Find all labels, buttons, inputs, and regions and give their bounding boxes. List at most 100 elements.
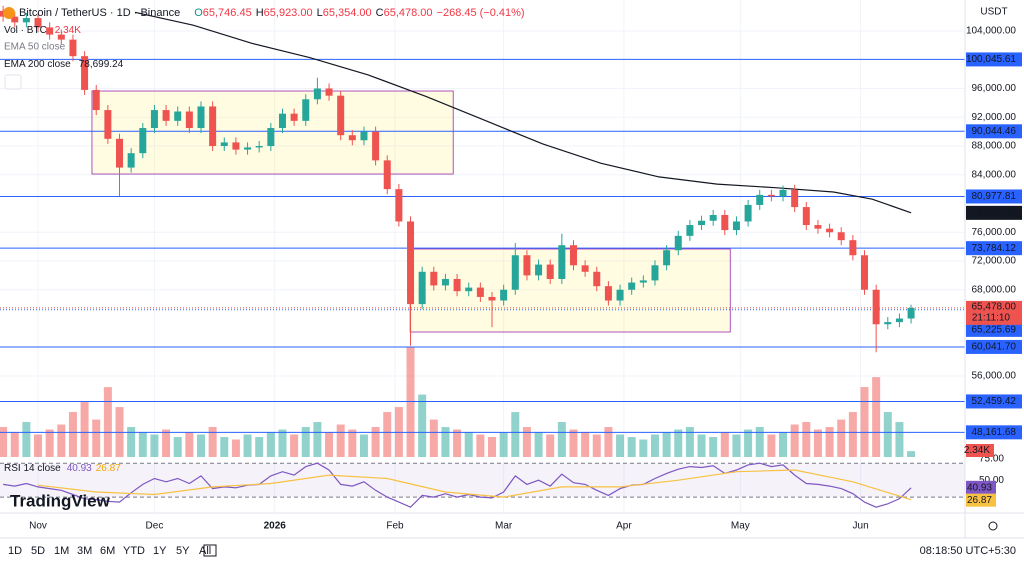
timeframe-button[interactable]: 1D	[8, 545, 22, 557]
settings-button[interactable]	[988, 521, 998, 531]
volume-bar	[371, 427, 380, 457]
candle-body	[360, 131, 368, 141]
candle-body	[826, 228, 834, 233]
currency[interactable]: USDT	[980, 7, 1007, 18]
level-label: 90,044.46	[972, 126, 1017, 137]
rsi-ma-last-label: 26.87	[967, 495, 992, 506]
timeframe-button[interactable]: 6M	[100, 545, 115, 557]
candle-body	[302, 99, 310, 121]
coin-icon	[3, 7, 15, 19]
collapse-button[interactable]	[4, 74, 22, 90]
level-label: 80,977.81	[972, 191, 1017, 202]
volume-bar	[290, 434, 299, 457]
timeframe-button[interactable]: 1Y	[153, 545, 167, 557]
volume-bar	[662, 432, 671, 457]
candle-body	[639, 280, 647, 283]
candle-body	[558, 245, 566, 279]
candle-body	[523, 255, 531, 276]
rsi-band	[0, 463, 965, 498]
ohlc-value: 65,354.00	[323, 7, 372, 19]
rsi-last-box	[966, 480, 996, 494]
volume-bar	[453, 429, 462, 457]
timeframe-button[interactable]: 1M	[54, 545, 69, 557]
legend-main: Bitcoin / TetherUS · 1D · Binance O65,746…	[19, 7, 525, 19]
candle-body	[895, 318, 903, 323]
volume-bar	[464, 432, 473, 457]
candle-body	[476, 287, 484, 297]
volume-bar	[34, 434, 43, 457]
candle-body	[34, 18, 42, 28]
volume-bar	[10, 432, 19, 457]
candle-body	[383, 160, 391, 190]
candle-body	[11, 16, 19, 23]
volume-bar	[127, 427, 136, 457]
x-tick-label: Dec	[146, 521, 164, 532]
rsi-tick-label: 75.00	[979, 454, 1004, 465]
candle-body	[92, 89, 100, 111]
timeframe-button[interactable]: 5Y	[176, 545, 190, 557]
volume-bar	[243, 434, 252, 457]
logo: TradingView	[10, 491, 111, 510]
volume-bar	[872, 377, 881, 457]
level-label-box	[966, 322, 1022, 337]
timeframe-button[interactable]: All	[199, 545, 211, 557]
ema200-legend: EMA 200 close 78,699.24	[4, 59, 124, 70]
volume-bar	[697, 434, 706, 457]
candle-body	[779, 189, 787, 197]
candle-body	[686, 225, 694, 236]
volume-bar	[639, 439, 648, 457]
candle-body	[441, 278, 449, 286]
y-tick-label: 92,000.00	[972, 112, 1017, 123]
volume-bar	[103, 387, 112, 457]
y-tick-label: 88,000.00	[972, 141, 1017, 152]
candle-body	[616, 289, 624, 301]
volume-bar	[755, 427, 764, 457]
candle-body	[581, 265, 589, 272]
candle-body	[791, 189, 799, 208]
candle-body	[162, 110, 170, 121]
volume-bar	[406, 347, 415, 457]
candle-body	[267, 128, 275, 146]
axis-labels: Nov Dec 2026 Feb Mar Apr May Jun 104,000.00 96,00…	[29, 26, 1022, 532]
volume-bar	[313, 422, 322, 457]
volume-bar	[0, 427, 8, 457]
volume-bar	[604, 427, 613, 457]
candle-body	[884, 322, 892, 325]
timeframe-button[interactable]: 5D	[31, 545, 45, 557]
volume-bar	[231, 439, 240, 457]
candle-body	[604, 286, 612, 301]
symbol: Bitcoin / TetherUS · 1D · Binance	[19, 7, 180, 19]
ema50-legend: EMA 50 close	[4, 42, 66, 53]
timeframes: 1D 5D 1M 3M 6M YTD 1Y 5Y All	[8, 545, 211, 557]
candle-body	[325, 88, 333, 96]
candle-body	[744, 204, 752, 222]
candle-body	[767, 194, 775, 197]
volume-bar	[685, 427, 694, 457]
timeframe-button[interactable]: YTD	[123, 545, 145, 557]
y-tick-label: 68,000.00	[972, 284, 1017, 295]
candle-body	[244, 147, 252, 150]
volume-bar	[546, 434, 555, 457]
volume-bar	[22, 422, 31, 457]
rsi-tick-label: 50.00	[979, 475, 1004, 486]
candle-body	[174, 111, 182, 121]
x-tick-label: Nov	[29, 521, 47, 532]
x-tick-label: May	[731, 521, 750, 532]
level-label-box	[966, 124, 1022, 139]
date-range-button[interactable]	[203, 544, 217, 557]
candle-body	[674, 235, 682, 251]
candle-body	[802, 207, 810, 226]
volume-bar	[790, 424, 799, 457]
volume-bar	[720, 432, 729, 457]
volume-bar	[196, 434, 205, 457]
candle-body	[698, 220, 706, 226]
timeframe-button[interactable]: 3M	[77, 545, 92, 557]
volume-bar	[581, 432, 590, 457]
candle-body	[651, 265, 659, 281]
level-label-box	[966, 339, 1022, 354]
candle-body	[220, 142, 228, 146]
rsi-last-label: 40.93	[967, 482, 992, 493]
volume-bar	[185, 432, 194, 457]
candle-body	[814, 225, 822, 229]
